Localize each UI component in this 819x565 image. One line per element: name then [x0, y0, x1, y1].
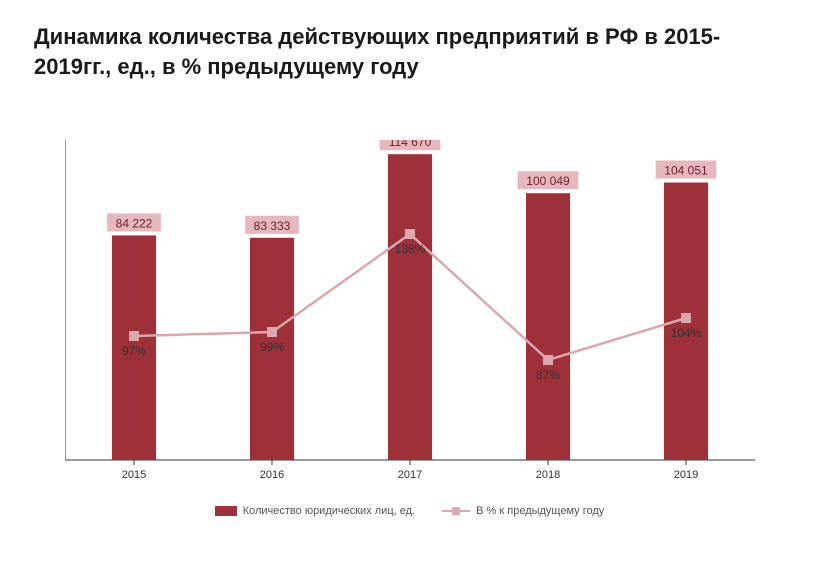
legend-swatch-bar [215, 506, 237, 516]
svg-text:100 049: 100 049 [526, 174, 570, 188]
svg-text:97%: 97% [122, 344, 146, 358]
svg-text:84 222: 84 222 [116, 216, 153, 230]
svg-text:2018: 2018 [536, 469, 560, 481]
chart-area: 2015 84 222 2016 83 333 2017 114 670 2018 100 0… [65, 140, 755, 485]
svg-text:138%: 138% [395, 242, 426, 256]
svg-text:99%: 99% [260, 340, 284, 354]
legend-label-line: В % к предыдущему году [476, 505, 604, 517]
svg-text:2019: 2019 [674, 469, 698, 481]
legend: Количество юридических лиц, ед. В % к пр… [0, 505, 819, 519]
svg-text:83 333: 83 333 [254, 219, 291, 233]
svg-text:114 670: 114 670 [389, 140, 432, 149]
svg-text:87%: 87% [536, 368, 560, 382]
svg-text:2016: 2016 [260, 469, 284, 481]
svg-text:104 051: 104 051 [664, 164, 708, 178]
svg-text:2015: 2015 [122, 469, 146, 481]
legend-label-bar: Количество юридических лиц, ед. [243, 505, 415, 517]
svg-text:2017: 2017 [398, 469, 422, 481]
legend-swatch-line [442, 506, 470, 516]
svg-text:104%: 104% [671, 326, 702, 340]
chart-title: Динамика количества действующих предприя… [0, 0, 819, 81]
legend-item-line: В % к предыдущему году [442, 505, 604, 517]
chart-svg: 2015 84 222 2016 83 333 2017 114 670 2018 100 0… [65, 140, 755, 485]
legend-item-bar: Количество юридических лиц, ед. [215, 505, 415, 517]
